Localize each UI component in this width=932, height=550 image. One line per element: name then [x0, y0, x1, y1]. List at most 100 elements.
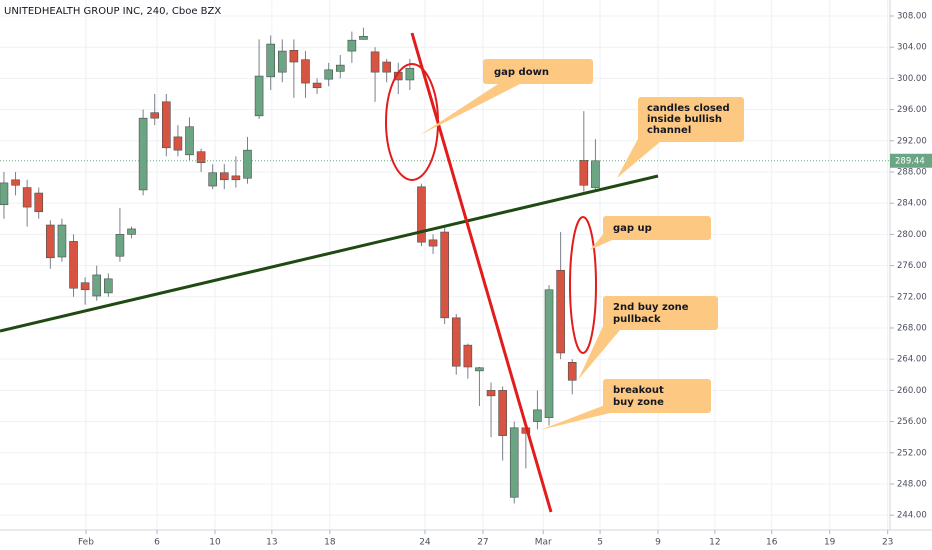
- candle-body: [475, 367, 484, 372]
- candle-body: [405, 67, 415, 81]
- candle-body: [463, 344, 473, 368]
- callout-pointer: [578, 322, 620, 380]
- candle-body: [579, 159, 589, 186]
- callout-text: candles closed: [647, 103, 730, 114]
- y-tick-label: 288.00: [897, 167, 927, 177]
- callout-box: [603, 379, 711, 413]
- candle-body: [57, 224, 67, 258]
- y-tick-label: 252.00: [897, 448, 927, 458]
- y-tick-label: 264.00: [897, 355, 927, 365]
- last-price-label: 289.44: [895, 156, 925, 166]
- callout-text: buy zone: [613, 397, 664, 408]
- candle-body: [382, 61, 391, 73]
- candle-body: [208, 172, 218, 187]
- candle-body: [498, 390, 507, 436]
- candle-body: [486, 390, 496, 397]
- callout-text: gap down: [494, 67, 549, 78]
- y-tick-label: 280.00: [897, 230, 927, 240]
- highlight-ellipse: [569, 216, 597, 354]
- x-tick-label: 13: [266, 538, 277, 548]
- candle-body: [11, 179, 20, 186]
- axes: 244.00 248.00 252.00 256.00 260.00 264.00 268.…: [78, 11, 932, 548]
- candle-body: [196, 151, 206, 163]
- callout-text: 2nd buy zone: [613, 302, 689, 313]
- x-tick-label: Mar: [535, 538, 552, 548]
- candle-body: [34, 192, 44, 213]
- y-tick-label: 300.00: [897, 74, 927, 84]
- x-tick-label: Feb: [78, 538, 94, 548]
- callouts: gap down candles closed inside bullish c…: [420, 59, 744, 430]
- trend-line: [410, 32, 553, 513]
- candle-body: [556, 269, 565, 354]
- x-tick-label: 18: [324, 538, 336, 548]
- x-tick-label: 12: [709, 538, 720, 548]
- candle-body: [591, 160, 600, 188]
- callout-text: breakout: [613, 385, 664, 396]
- candle-body: [0, 182, 9, 206]
- y-tick-label: 272.00: [897, 292, 927, 302]
- candle-body: [173, 136, 183, 151]
- callout-box: [603, 296, 718, 330]
- candle-body: [80, 282, 90, 291]
- callout-text: inside bullish: [647, 114, 722, 125]
- candle-body: [231, 175, 241, 181]
- y-tick-label: 260.00: [897, 386, 927, 396]
- candle-body: [46, 224, 55, 259]
- candle-body: [289, 50, 299, 63]
- candle-body: [185, 126, 194, 156]
- candle-body: [115, 234, 125, 257]
- callout-text: pullback: [613, 314, 661, 325]
- x-tick-label: 19: [824, 538, 836, 548]
- last-price-badge: [890, 153, 932, 168]
- candle-body: [324, 69, 333, 80]
- candle-body: [428, 239, 438, 247]
- y-tick-label: 308.00: [897, 11, 927, 21]
- x-tick-label: 16: [766, 538, 778, 548]
- candle-body: [104, 278, 113, 294]
- candle-body: [312, 82, 322, 89]
- callout-pointer: [540, 405, 610, 430]
- candle-body: [567, 362, 577, 381]
- candle-body: [69, 241, 78, 289]
- candle-body: [219, 172, 229, 181]
- y-tick-label: 284.00: [897, 199, 927, 209]
- candle-body: [150, 112, 160, 119]
- y-tick-label: 256.00: [897, 417, 927, 427]
- x-tick-label: 10: [209, 538, 221, 548]
- callout-text: gap up: [613, 223, 652, 234]
- candle-body: [370, 51, 380, 73]
- x-tick-label: 9: [655, 538, 661, 548]
- candle-body: [138, 117, 148, 191]
- y-tick-label: 248.00: [897, 479, 927, 489]
- x-tick-label: 6: [154, 538, 160, 548]
- candle-body: [417, 186, 426, 243]
- candle-body: [92, 274, 102, 297]
- callout-pointer: [420, 84, 520, 135]
- x-tick-label: 23: [882, 538, 893, 548]
- callout-pointer: [617, 135, 660, 178]
- candle-body: [266, 43, 275, 78]
- candle-body: [162, 101, 171, 149]
- candle-body: [347, 39, 357, 52]
- y-tick-label: 268.00: [897, 323, 927, 333]
- candle-body: [451, 317, 461, 367]
- candle-body: [509, 427, 519, 498]
- candle-body: [359, 35, 368, 40]
- candle-body: [533, 409, 542, 422]
- x-tick-label: 27: [477, 538, 488, 548]
- highlight-ellipse: [385, 63, 439, 181]
- y-tick-label: 276.00: [897, 261, 927, 271]
- callout-box: [638, 97, 744, 142]
- y-tick-label: 244.00: [897, 511, 927, 521]
- chart-title: UNITEDHEALTH GROUP INC, 240, Cboe BZX: [4, 6, 221, 17]
- callout-box: [483, 59, 593, 84]
- callout-box: [603, 216, 711, 240]
- candle-body: [243, 149, 252, 179]
- y-tick-label: 296.00: [897, 105, 927, 115]
- candle-body: [335, 64, 345, 72]
- candle-body: [127, 228, 136, 235]
- y-tick-label: 304.00: [897, 43, 927, 53]
- candle-body: [254, 75, 264, 117]
